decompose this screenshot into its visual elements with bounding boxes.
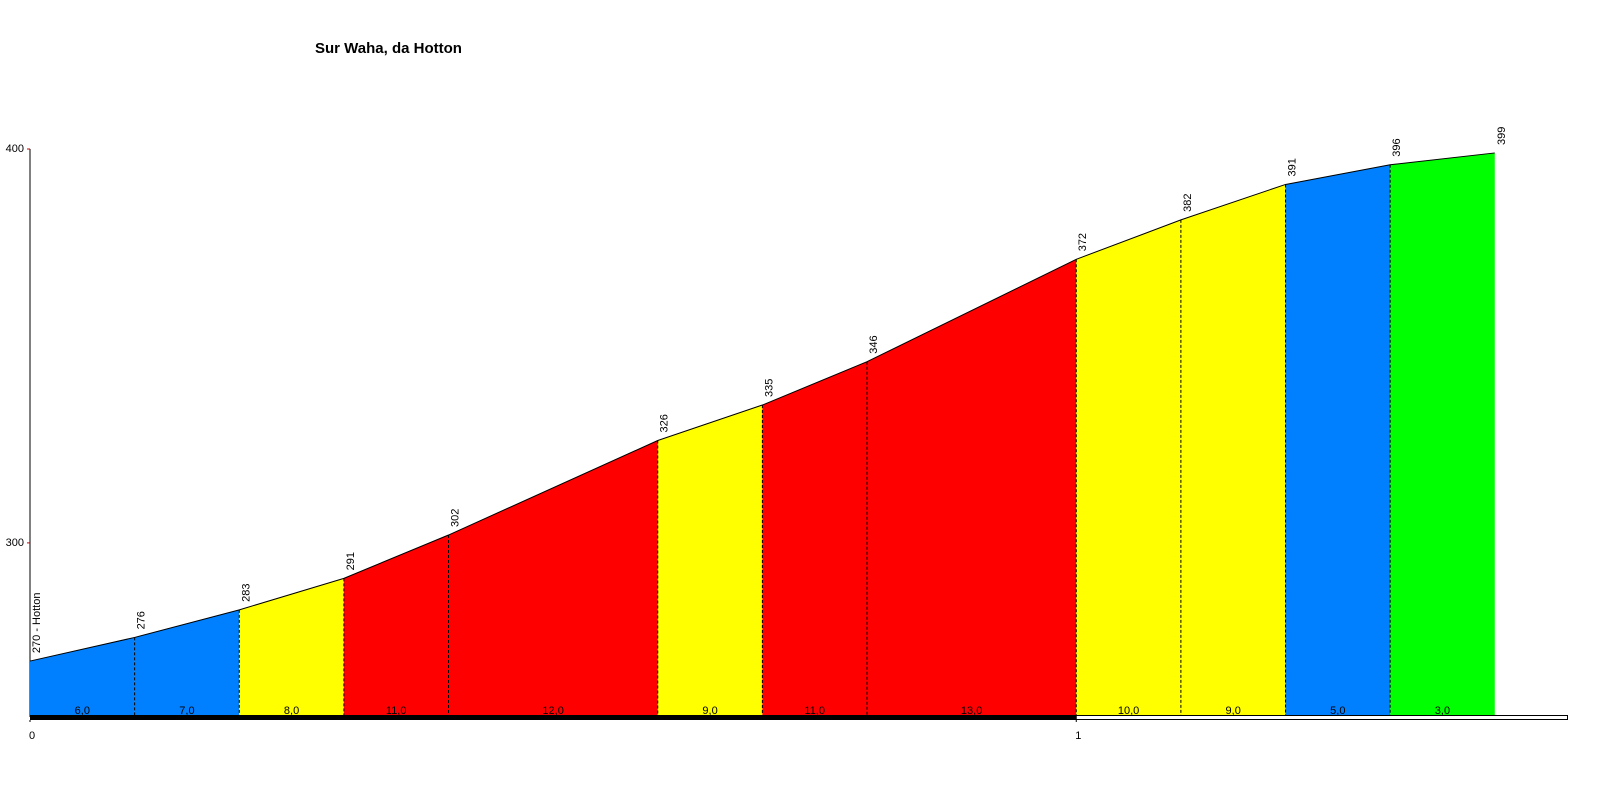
gradient-label: 9,0 (702, 705, 717, 717)
gradient-label: 12,0 (542, 705, 563, 717)
elevation-label: 276 (136, 611, 148, 629)
distance-bar (30, 715, 1077, 720)
elevation-label: 399 (1496, 127, 1508, 145)
elevation-label: 326 (659, 414, 671, 432)
elevation-label: 270 - Hotton (31, 593, 43, 654)
gradient-label: 13,0 (961, 705, 982, 717)
profile-segment (1180, 184, 1286, 718)
profile-segment (867, 259, 1077, 717)
elevation-label: 335 (763, 379, 775, 397)
profile-segment (1390, 152, 1495, 718)
chart-title: Sur Waha, da Hotton (315, 40, 462, 57)
profile-segment (657, 405, 763, 717)
profile-segment (448, 440, 658, 717)
gradient-label: 11,0 (804, 705, 825, 717)
gradient-label: 9,0 (1226, 705, 1241, 717)
gradient-label: 11,0 (386, 705, 407, 717)
elevation-label: 382 (1182, 194, 1194, 212)
elevation-label: 391 (1287, 158, 1299, 176)
elevation-label: 302 (450, 509, 462, 527)
profile-segment (762, 361, 868, 717)
profile-segment (30, 637, 135, 717)
elevation-label: 346 (868, 335, 880, 353)
profile-segment (134, 609, 240, 717)
profile-segment (239, 578, 344, 717)
profile-segment (343, 535, 449, 717)
y-tick-label: 300 (6, 537, 24, 549)
profile-segment (1076, 219, 1181, 717)
gradient-label: 8,0 (284, 705, 299, 717)
elevation-label: 396 (1391, 138, 1403, 156)
profile-segment (1285, 164, 1391, 718)
gradient-label: 10,0 (1118, 705, 1139, 717)
elevation-label: 372 (1077, 233, 1089, 251)
elevation-label: 283 (240, 584, 252, 602)
x-tick-label: 0 (29, 730, 35, 742)
distance-bar (1075, 715, 1569, 720)
gradient-label: 6,0 (75, 705, 90, 717)
y-tick-label: 400 (6, 143, 24, 155)
x-tick-label: 1 (1075, 730, 1081, 742)
elevation-label: 291 (345, 552, 357, 570)
gradient-label: 3,0 (1435, 705, 1450, 717)
gradient-label: 7,0 (179, 705, 194, 717)
gradient-label: 5,0 (1330, 705, 1345, 717)
